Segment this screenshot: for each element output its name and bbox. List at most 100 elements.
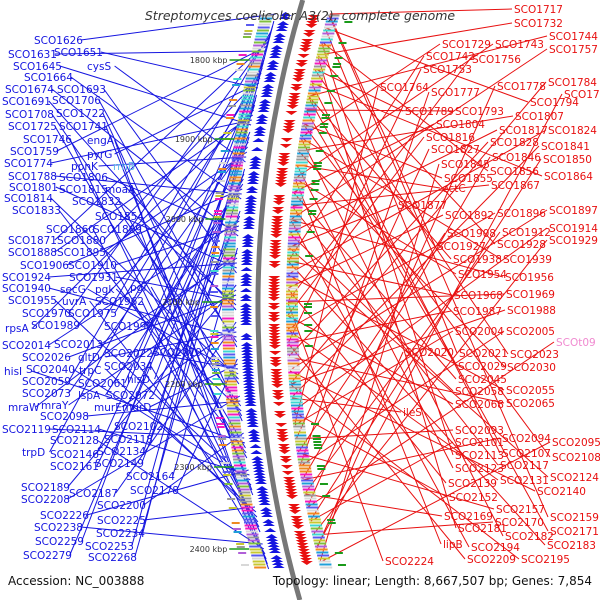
left-strand-gene [248,435,261,439]
right-category-band [302,122,315,125]
left-category-band [228,182,241,185]
right-label-connector [288,310,452,344]
right-category-band [319,44,332,47]
right-gene-label: SCO1968 [454,290,503,302]
left-label-connector [51,88,239,237]
right-strand-gene [277,159,290,163]
left-category-band [259,20,272,23]
left-category-band [232,455,245,458]
right-gene-label: SCO2023 [510,349,559,361]
right-gene-label: SCO1969 [506,289,555,301]
right-category-band [322,32,335,35]
outer-feature-mark [332,66,341,68]
outer-feature-mark [224,483,233,485]
left-category-band [224,374,237,377]
right-label-connector [288,212,496,330]
left-category-band [222,341,235,344]
outer-feature-mark [330,75,339,77]
right-category-band [305,104,318,107]
left-strand-gene [270,48,283,52]
right-category-band [325,20,338,23]
right-strand-gene [283,123,296,127]
right-strand-gene [274,414,287,418]
left-gene-label: SCO2279 [23,550,72,562]
right-strand-gene [300,561,313,565]
left-category-band [226,200,239,203]
right-gene-label: SCO1807 [515,111,564,123]
left-category-band [222,302,235,305]
right-label-connector [303,123,443,179]
left-strand-gene [275,27,288,31]
left-strand-gene [253,129,266,133]
left-gene-label: SCO1888 [8,247,57,259]
left-gene-label: SCO1725 [8,121,57,133]
right-category-band [286,278,299,281]
right-category-band [286,293,299,296]
left-category-band [228,188,241,191]
left-gene-label: hisD [127,374,150,386]
right-category-band [310,524,323,527]
right-strand-gene [296,60,309,64]
outer-feature-mark [238,552,247,554]
left-strand-gene [242,378,255,382]
right-category-band [299,467,312,470]
right-category-band [301,479,314,482]
right-strand-gene [268,306,281,310]
right-label-connector [318,55,496,245]
right-strand-gene [286,105,299,109]
right-category-band [308,89,321,92]
left-strand-gene [262,84,275,88]
right-strand-gene [280,459,293,463]
right-strand-gene [295,540,308,544]
left-category-band [222,272,235,275]
left-category-band [227,191,240,194]
right-label-connector [287,315,454,405]
right-label-connector [329,14,436,247]
right-gene-label: SCO1729 [442,39,491,51]
right-gene-label: SCO1987 [453,306,502,318]
left-strand-gene [272,39,285,43]
right-label-connector [296,165,454,469]
left-category-band [225,215,238,218]
left-label-connector [149,363,238,408]
outer-feature-mark [216,426,225,428]
outer-feature-mark [333,63,342,65]
left-category-band [223,239,236,242]
right-label-connector [290,129,498,234]
left-category-band [223,365,236,368]
left-category-band [231,161,244,164]
outer-feature-mark [211,255,220,257]
left-strand-gene [278,15,291,19]
right-strand-gene [270,228,283,232]
outer-feature-mark [212,384,221,386]
outer-feature-mark [313,444,322,446]
right-category-band [303,113,316,116]
left-label-connector [86,469,249,516]
left-gene-label: SCO2161 [50,461,99,473]
outer-feature-mark [213,213,222,215]
outer-feature-mark [304,303,313,305]
right-category-band [318,47,331,50]
right-label-connector [288,129,547,275]
left-strand-gene [272,564,285,568]
right-label-connector [298,232,446,453]
right-gene-label: SCO1828 [490,137,539,149]
right-strand-gene [276,432,289,436]
left-strand-gene [241,351,254,355]
right-strand-gene [289,510,302,514]
right-category-band [288,380,301,383]
left-category-band [233,461,246,464]
right-gene-label: SCO2055 [506,385,555,397]
right-gene-label: SCO1794 [530,97,579,109]
left-strand-gene [251,456,264,460]
left-strand-gene [268,54,281,58]
right-gene-label: SCO1938 [453,254,502,266]
right-category-band [290,398,303,401]
right-strand-gene [292,75,305,79]
left-label-connector [68,30,272,382]
left-gene-label: murE [94,402,122,414]
right-strand-gene [286,495,299,499]
right-strand-gene [293,72,306,76]
position-tick-label: 2200 kbp [165,380,203,389]
right-label-connector [302,156,491,480]
